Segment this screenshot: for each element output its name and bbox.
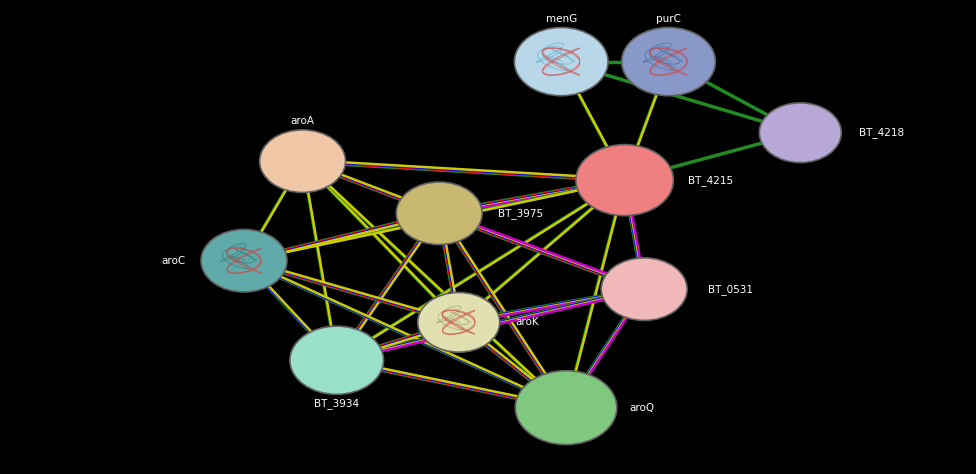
Text: BT_0531: BT_0531 xyxy=(708,283,752,295)
Text: aroC: aroC xyxy=(161,255,185,266)
Ellipse shape xyxy=(622,27,715,96)
Ellipse shape xyxy=(759,103,841,163)
Ellipse shape xyxy=(576,145,673,216)
Text: menG: menG xyxy=(546,14,577,24)
Ellipse shape xyxy=(396,182,482,245)
Text: purC: purC xyxy=(656,14,681,24)
Text: BT_3934: BT_3934 xyxy=(314,398,359,409)
Text: BT_3975: BT_3975 xyxy=(498,208,543,219)
Text: BT_4215: BT_4215 xyxy=(688,174,733,186)
Text: BT_4218: BT_4218 xyxy=(859,127,904,138)
Ellipse shape xyxy=(201,229,287,292)
Ellipse shape xyxy=(418,292,500,352)
Text: aroK: aroK xyxy=(515,317,539,328)
Ellipse shape xyxy=(601,258,687,320)
Text: aroQ: aroQ xyxy=(630,402,655,413)
Ellipse shape xyxy=(290,326,384,394)
Ellipse shape xyxy=(260,130,346,192)
Ellipse shape xyxy=(515,371,617,445)
Ellipse shape xyxy=(514,27,608,96)
Text: aroA: aroA xyxy=(291,116,314,126)
